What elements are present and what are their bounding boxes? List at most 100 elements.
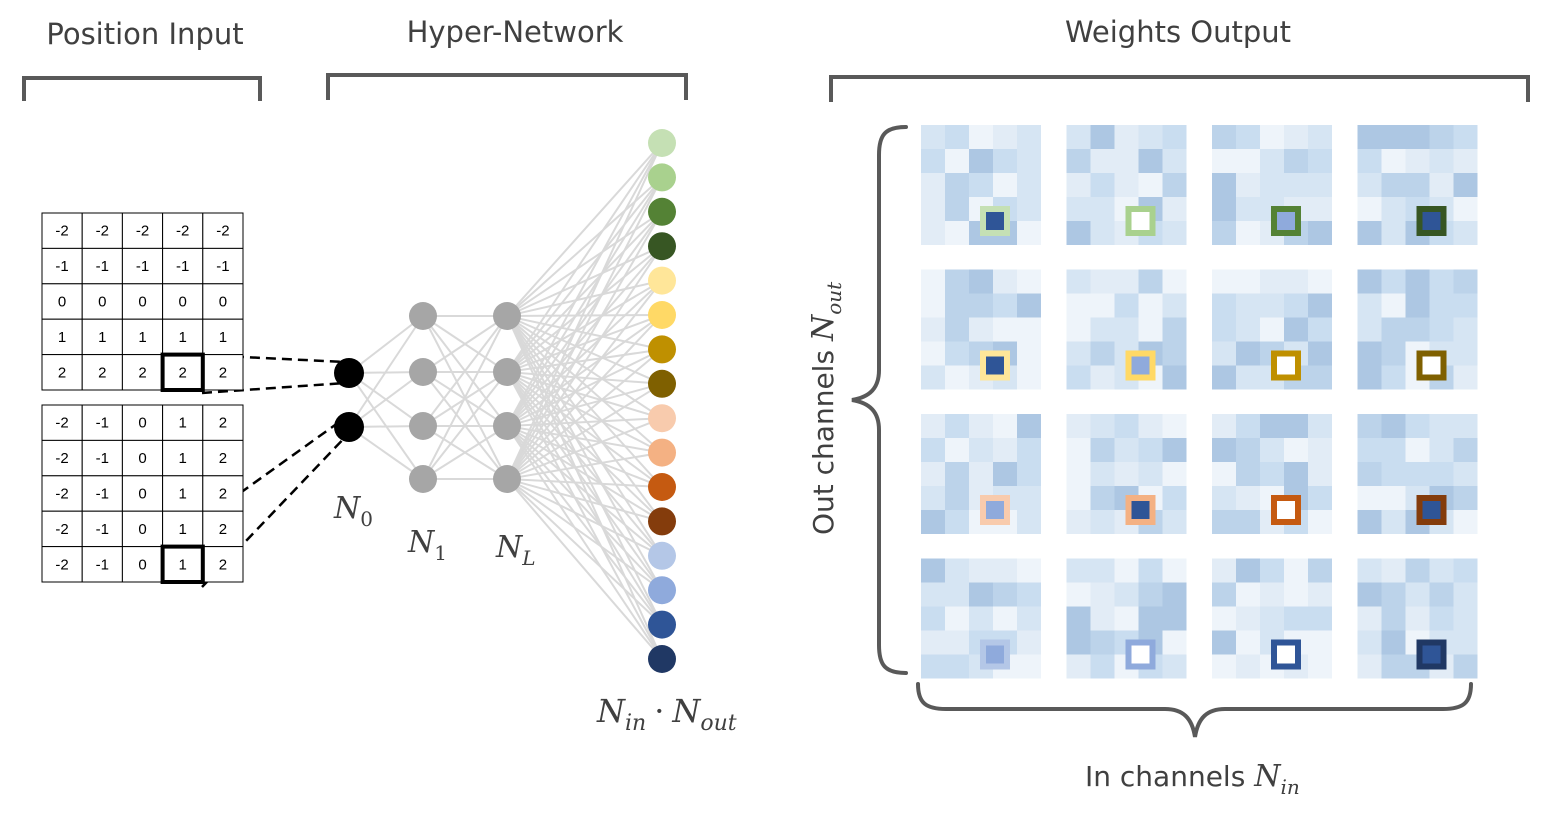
kernel-weight-cell — [969, 317, 993, 342]
layer-label-nl: NL — [495, 530, 536, 570]
weight-kernel — [1066, 125, 1187, 245]
output-node — [648, 369, 676, 398]
kernel-weight-cell — [1260, 293, 1284, 318]
kernel-weight-cell — [1357, 438, 1382, 462]
kernel-weight-cell — [1429, 125, 1454, 149]
grid-cell-value: -2 — [55, 223, 68, 240]
kernel-weight-cell — [1162, 197, 1187, 221]
output-node — [648, 438, 676, 467]
kernel-weight-cell — [1284, 414, 1308, 438]
channel-braces — [851, 125, 1473, 738]
grid-cell-value: 1 — [179, 486, 187, 503]
kernel-weight-cell — [1357, 221, 1382, 245]
kernel-weight-cell — [1381, 149, 1406, 173]
kernel-weight-cell — [1162, 438, 1187, 462]
kernel-center-weight — [1422, 645, 1441, 664]
kernel-weight-cell — [1138, 293, 1163, 318]
weight-kernel — [1066, 558, 1187, 679]
connection-line — [506, 382, 663, 480]
kernel-weight-cell — [1381, 654, 1406, 679]
kernel-weight-cell — [945, 414, 969, 438]
position-grid-x: -2 -1 0 1 2 -2 -1 0 1 2 -2 -1 0 1 2 -2 -1 0 1 2 -2 -1 0 1 2 — [41, 404, 244, 584]
kernel-weight-cell — [1357, 341, 1382, 366]
grid-cell-value: -1 — [136, 258, 149, 275]
kernel-weight-cell — [993, 125, 1017, 149]
kernel-weight-cell — [1212, 221, 1236, 245]
kernel-weight-cell — [1260, 414, 1284, 438]
kernel-weight-cell — [1453, 630, 1478, 655]
kernel-weight-cell — [1308, 173, 1332, 197]
kernel-weight-cell — [921, 269, 945, 294]
grid-cell-value: -2 — [216, 223, 229, 240]
kernel-weight-cell — [993, 558, 1017, 583]
kernel-weight-cell — [1212, 125, 1236, 149]
kernel-weight-cell — [1212, 510, 1236, 534]
grid-cell-value: -1 — [96, 450, 109, 467]
grid-cell-value: 1 — [179, 329, 187, 346]
kernel-weight-cell — [1453, 606, 1478, 631]
kernel-weight-cell — [1308, 341, 1332, 366]
kernel-weight-cell — [1357, 149, 1382, 173]
kernel-weight-cell — [969, 293, 993, 318]
kernel-center-weight — [986, 356, 1004, 375]
kernel-weight-cell — [1236, 269, 1260, 294]
kernel-weight-cell — [921, 221, 945, 245]
kernel-weight-cell — [921, 149, 945, 173]
hidden-node — [493, 302, 521, 330]
kernel-weight-cell — [1284, 558, 1308, 583]
kernel-weight-cell — [1162, 125, 1187, 149]
kernel-weight-cell — [1236, 582, 1260, 607]
section-brackets — [22, 73, 1530, 102]
kernel-weight-cell — [1381, 221, 1406, 245]
kernel-weight-cell — [1162, 486, 1187, 510]
connection-line — [506, 314, 663, 427]
grid-cell-value: -2 — [96, 223, 109, 240]
connection-line — [506, 315, 663, 351]
kernel-weight-cell — [1308, 582, 1332, 607]
kernel-weight-cell — [1284, 438, 1308, 462]
kernel-weight-cell — [1308, 462, 1332, 486]
weight-kernel — [1212, 125, 1332, 245]
kernel-weight-cell — [1090, 462, 1115, 486]
grid-cell-value: 2 — [219, 364, 227, 381]
connection-line — [422, 315, 508, 427]
kernel-weight-cell — [969, 582, 993, 607]
kernel-weight-cell — [945, 510, 969, 534]
kernel-center-weight — [1131, 501, 1150, 519]
kernel-weight-cell — [1357, 462, 1382, 486]
kernel-weight-cell — [1381, 558, 1406, 583]
grid-cell — [202, 439, 244, 477]
kernel-weight-cell — [1453, 221, 1478, 245]
connection-line — [506, 478, 663, 592]
kernel-weight-cell — [1429, 582, 1454, 607]
kernel-weight-cell — [1308, 197, 1332, 221]
connection-line — [506, 142, 663, 480]
output-node — [648, 473, 676, 501]
connection-line — [348, 315, 424, 428]
kernel-weight-cell — [1260, 149, 1284, 173]
connection-line — [506, 478, 663, 523]
kernel-weight-cell — [1090, 438, 1115, 462]
kernel-weight-cell — [1236, 317, 1260, 342]
kernel-weight-cell — [1066, 125, 1091, 149]
kernel-weight-cell — [1017, 317, 1041, 342]
kernel-weight-cell — [1090, 606, 1115, 631]
grid-cell — [81, 212, 123, 249]
kernel-weight-cell — [1090, 173, 1115, 197]
kernel-weight-cell — [1162, 293, 1187, 318]
kernel-weight-cell — [1138, 125, 1163, 149]
output-node — [648, 301, 676, 329]
kernel-weight-cell — [1090, 221, 1115, 245]
connection-line — [348, 426, 424, 480]
kernel-weight-cell — [1308, 510, 1332, 534]
kernel-weight-cell — [1284, 582, 1308, 607]
kernel-weight-cell — [1138, 462, 1163, 486]
kernel-weight-cell — [921, 606, 945, 631]
connection-line — [506, 371, 663, 385]
kernel-weight-cell — [1212, 293, 1236, 318]
kernel-weight-cell — [1017, 414, 1041, 438]
kernel-weight-cell — [1453, 365, 1478, 390]
grid-cell-value: 1 — [58, 329, 66, 346]
kernel-weight-cell — [1308, 221, 1332, 245]
kernel-weight-cell — [1212, 654, 1236, 679]
